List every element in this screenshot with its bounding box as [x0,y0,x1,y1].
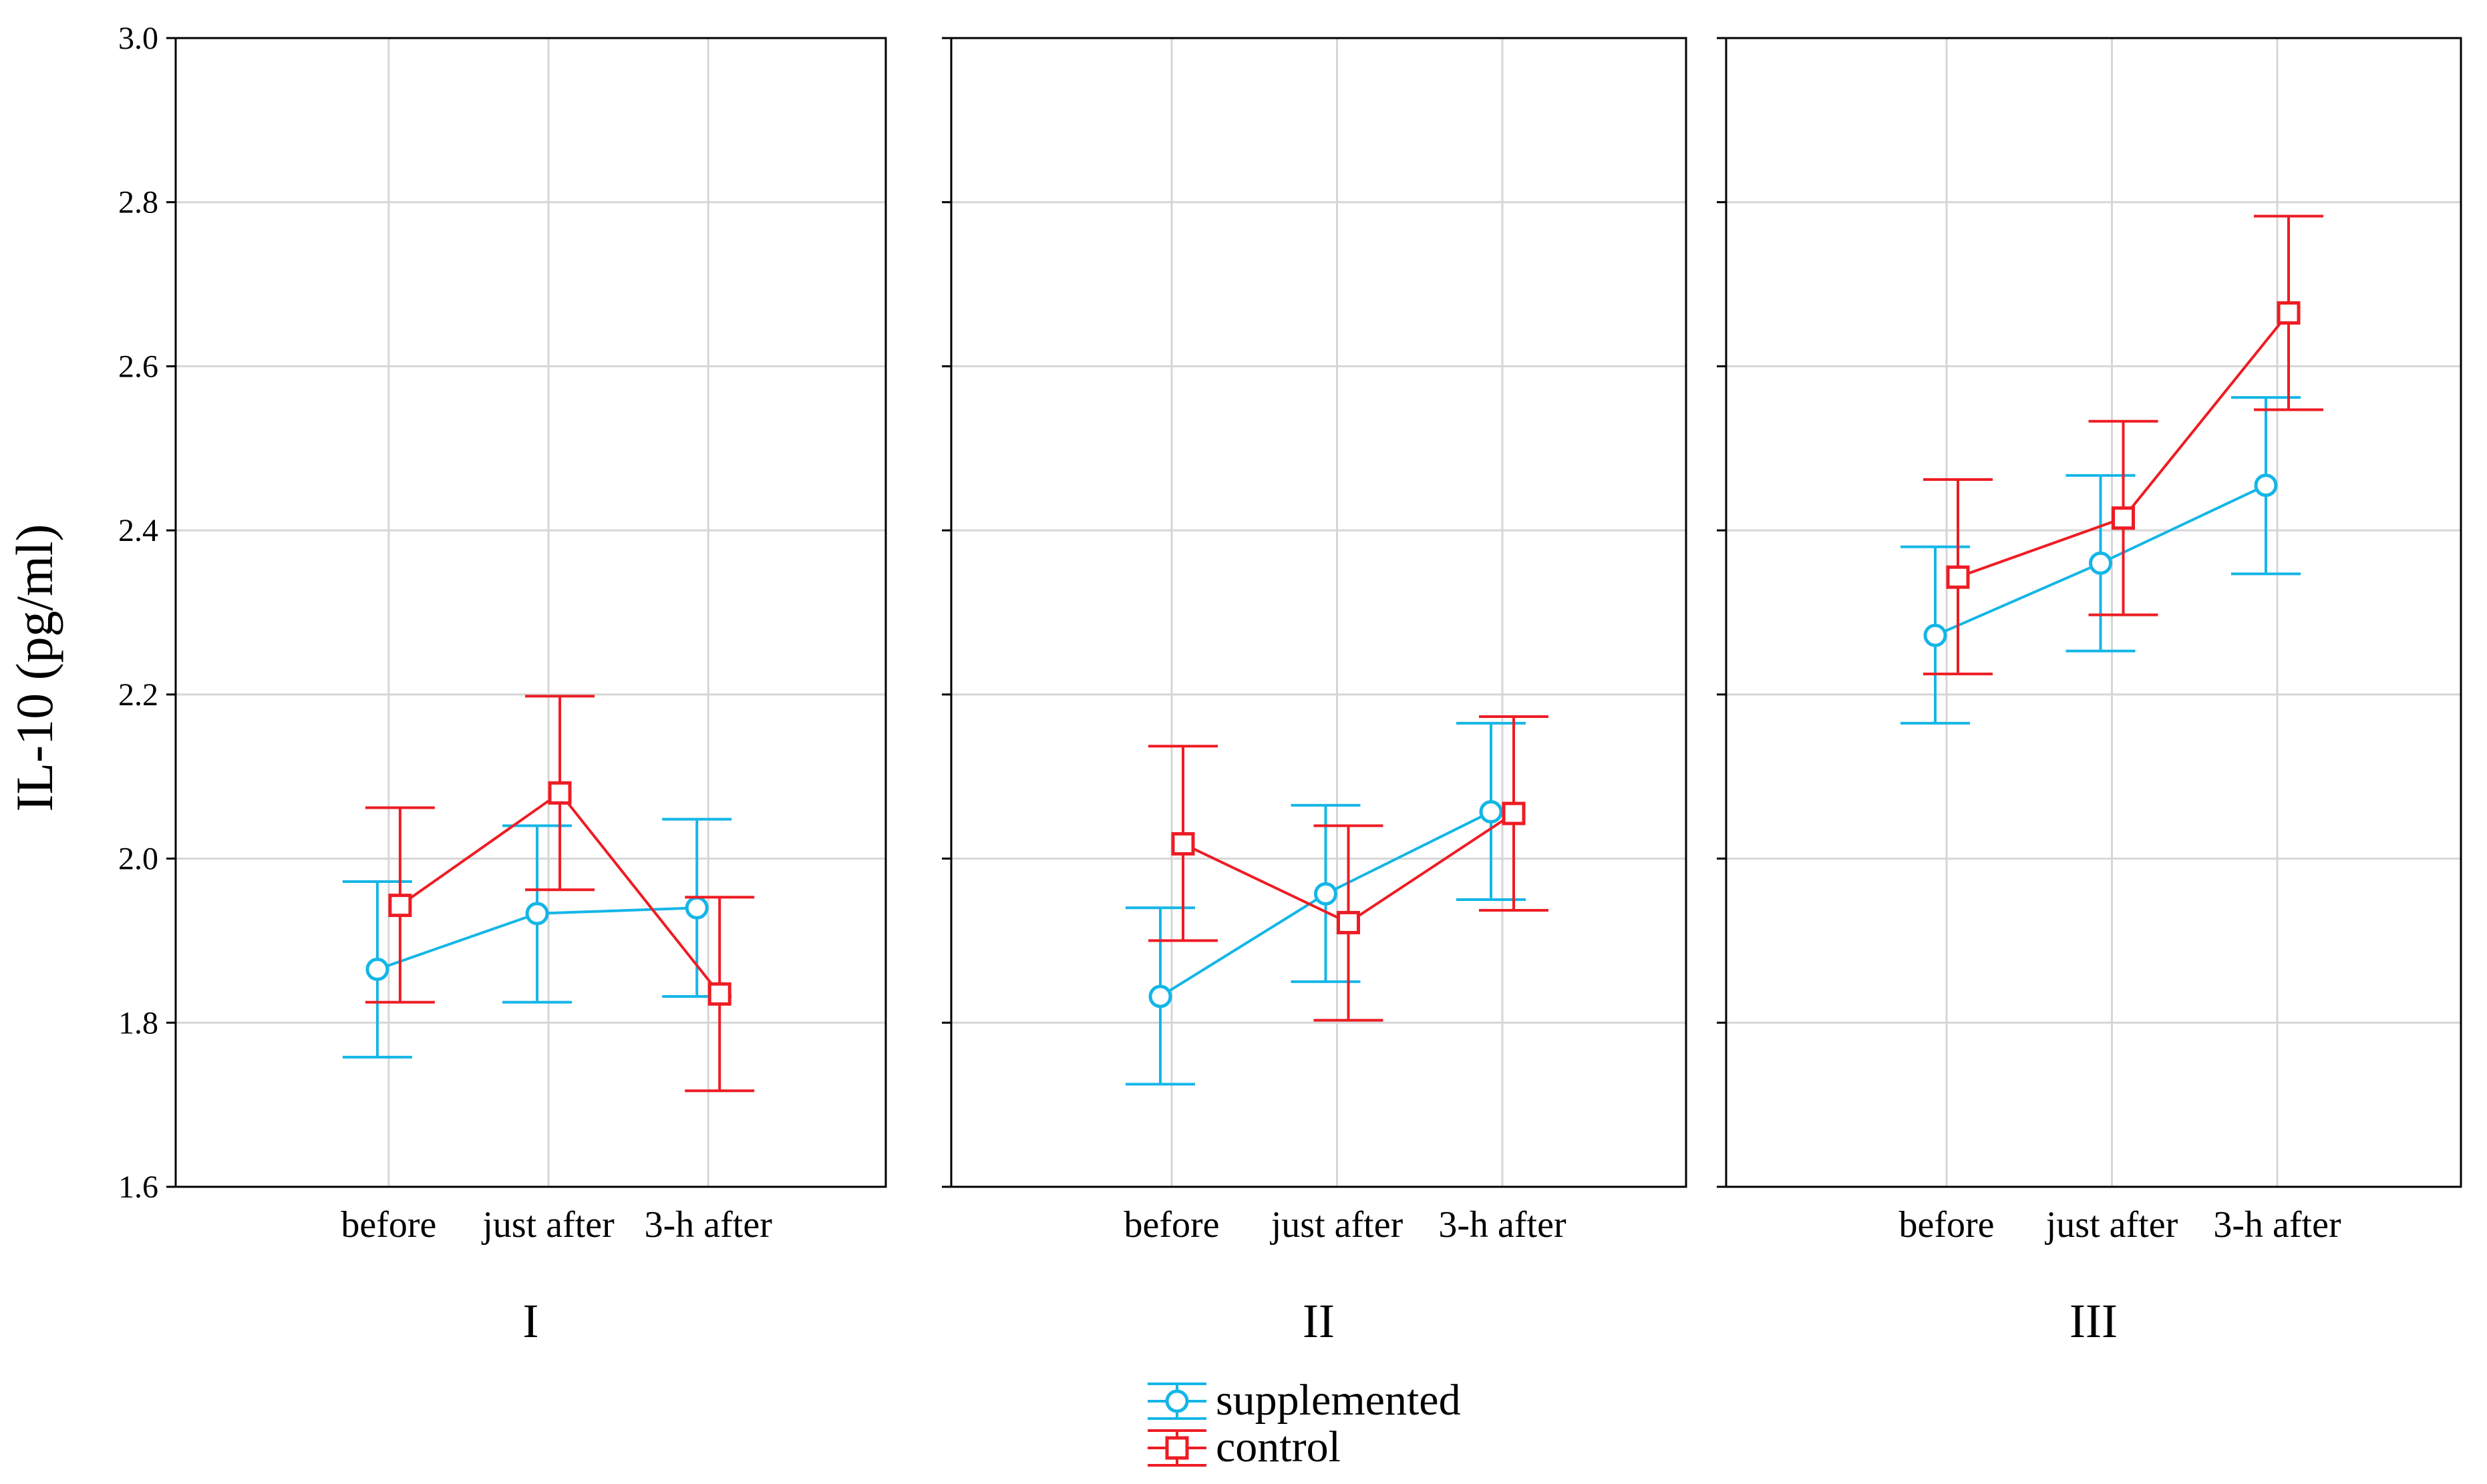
plot-frame [950,37,1687,1188]
data-point [1337,910,1360,934]
data-point [1314,882,1337,906]
data-point [1148,984,1172,1008]
x-tick-label: just after [481,1204,615,1246]
plot-frame [1725,37,2462,1188]
data-point [2089,551,2112,575]
y-tick-label: 1.6 [118,1169,158,1205]
y-axis-label: IL-10 (pg/ml) [5,524,63,811]
data-point [1923,623,1947,647]
x-tick-label: 3-h after [645,1204,773,1246]
panel-I: 1.6 1.8 2.0 2.2 2.4 2.6 2.8 3.0 before just after… [118,21,887,1348]
x-tick-label: before [1898,1204,1994,1246]
y-tick-label: 2.0 [118,842,158,877]
data-point [685,896,709,920]
series-supplemented [342,817,732,1059]
panel-II: before just after 3-h after II [942,37,1687,1348]
x-tick-label: just after [2045,1204,2178,1246]
x-tick-label: just after [1270,1204,1403,1246]
y-tick-label: 3.0 [118,21,158,56]
data-point [1502,801,1526,825]
data-point [1171,831,1195,856]
legend-swatch-supplemented [1148,1382,1206,1420]
series-control [1148,715,1548,1022]
data-point [2112,506,2135,530]
panel-III: before just after 3-h after III [1717,37,2462,1348]
series-control [365,695,755,1093]
x-tick-label: before [341,1204,436,1246]
series-supplemented [1900,396,2301,725]
legend-entry-control: control [1148,1423,1341,1471]
plot-frame [174,37,887,1188]
data-point [525,902,549,926]
data-point [707,982,731,1006]
series-control [1923,214,2323,676]
data-point [2277,301,2301,325]
panel-label: I [523,1294,539,1348]
legend: supplemented control [1148,1376,1461,1471]
y-tick-label: 2.4 [118,513,158,548]
x-tick-label: 3-h after [2213,1204,2341,1246]
legend-marker-square [1165,1436,1189,1460]
legend-label-control: control [1216,1423,1341,1471]
panels-layer: 1.6 1.8 2.0 2.2 2.4 2.6 2.8 3.0 before just after… [118,21,2462,1348]
data-point [365,957,389,981]
legend-label-supplemented: supplemented [1216,1376,1461,1425]
y-tick-label: 2.8 [118,185,158,220]
data-point [1946,565,1970,589]
series-supplemented [1126,721,1526,1086]
legend-marker-circle [1165,1389,1189,1413]
x-tick-label: 3-h after [1438,1204,1566,1246]
data-point [1479,800,1503,824]
data-point [388,894,412,918]
panel-label: III [2069,1294,2118,1348]
legend-swatch-control [1148,1429,1206,1467]
panel-label: II [1303,1294,1335,1348]
legend-entry-supplemented: supplemented [1148,1376,1461,1425]
y-tick-label: 2.6 [118,349,158,384]
y-tick-label: 2.2 [118,677,158,713]
data-point [2254,474,2278,498]
x-tick-label: before [1124,1204,1219,1246]
y-tick-label: 1.8 [118,1005,158,1041]
data-point [548,781,572,805]
